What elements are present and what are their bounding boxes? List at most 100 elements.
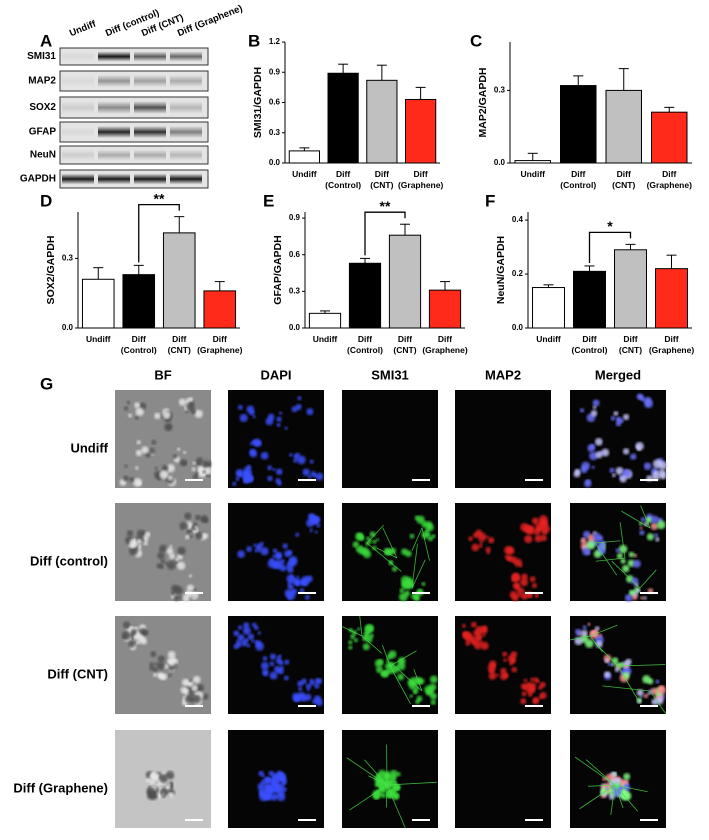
blot-row-label: GAPDH xyxy=(20,174,56,185)
cell-blob xyxy=(188,691,196,699)
bar xyxy=(388,234,422,329)
neurite xyxy=(617,664,666,667)
cell-blob xyxy=(524,534,533,544)
cell-blob xyxy=(160,790,165,795)
cell-blob xyxy=(294,580,300,587)
blot-band xyxy=(170,173,202,185)
cell-blob xyxy=(299,588,305,594)
significance-label: ** xyxy=(154,190,165,206)
cell-blob xyxy=(249,409,255,416)
cell-blob xyxy=(309,459,314,464)
cell-blob xyxy=(188,677,193,683)
panel-label: A xyxy=(40,31,52,50)
bar xyxy=(428,289,462,329)
cell-blob xyxy=(416,679,423,685)
cell-blob xyxy=(130,629,137,636)
y-tick-label: 0.3 xyxy=(269,128,281,137)
neurite xyxy=(349,784,388,811)
cell-blob xyxy=(624,594,633,602)
cell-blob xyxy=(278,775,285,782)
cell-blob xyxy=(267,465,273,471)
micrograph xyxy=(115,730,211,828)
significance-label: ** xyxy=(380,198,391,214)
cell-blob xyxy=(306,408,314,416)
cell-blob xyxy=(306,518,315,528)
cell-blob xyxy=(277,667,284,675)
cell-blob xyxy=(166,547,174,555)
neurite xyxy=(389,665,411,705)
cell-blob xyxy=(573,470,581,478)
cell-blob xyxy=(141,446,149,454)
cell-blob xyxy=(270,793,278,801)
cell-blob xyxy=(607,662,612,667)
cell-blob xyxy=(143,629,149,636)
cell-blob xyxy=(611,473,616,478)
cell-blob xyxy=(166,424,172,430)
cell-blob xyxy=(640,517,646,523)
cell-blob xyxy=(503,658,507,663)
cell-blob xyxy=(622,564,630,573)
cell-blob xyxy=(240,639,248,647)
x-tick-label: Diff (Graphene) xyxy=(197,334,243,355)
cell-blob xyxy=(473,532,479,539)
cell-blob xyxy=(314,683,320,689)
cell-blob xyxy=(503,672,509,679)
significance-label: * xyxy=(607,218,613,234)
cell-blob xyxy=(653,533,659,538)
x-tick-label: Diff (Control) xyxy=(347,334,383,355)
cell-blob xyxy=(591,465,595,469)
y-axis-label: NeuN/GAPDH xyxy=(495,236,507,304)
cell-blob xyxy=(265,778,271,784)
cell-blob xyxy=(166,463,175,473)
cell-blob xyxy=(429,675,438,684)
cell-blob xyxy=(185,535,190,540)
cell-blob xyxy=(168,673,172,677)
neurite xyxy=(411,543,418,589)
cell-blob xyxy=(643,693,649,699)
lane-label: Undiff xyxy=(68,18,98,39)
neurite xyxy=(574,756,616,786)
cell-blob xyxy=(579,408,585,413)
cell-blob xyxy=(178,398,187,406)
cell-blob xyxy=(534,593,539,598)
bar xyxy=(327,72,359,164)
cell-blob xyxy=(650,515,659,524)
micrograph xyxy=(228,390,324,488)
neurite xyxy=(610,784,616,815)
bar xyxy=(348,262,382,329)
cell-blob xyxy=(267,475,273,482)
cell-blob xyxy=(524,525,533,534)
y-tick-label: 0.0 xyxy=(62,323,74,332)
cell-blob xyxy=(254,548,258,553)
cell-blob xyxy=(592,532,601,541)
cell-blob xyxy=(531,517,540,525)
cell-blob xyxy=(643,596,647,600)
cell-blob xyxy=(181,593,191,603)
cell-blob xyxy=(535,679,540,684)
cell-blob xyxy=(272,548,278,554)
cell-blob xyxy=(611,657,619,664)
cell-blob xyxy=(298,686,303,691)
cell-blob xyxy=(463,631,472,640)
neurite xyxy=(614,784,648,793)
cell-blob xyxy=(280,559,285,564)
cell-blob xyxy=(604,658,610,664)
micrograph xyxy=(342,730,438,829)
micrograph xyxy=(342,390,438,488)
cell-blob xyxy=(134,402,141,409)
cell-blob xyxy=(237,550,246,559)
x-tick-label: Diff (Graphene) xyxy=(647,169,693,190)
y-tick-label: 0.9 xyxy=(289,213,301,222)
cell-blob xyxy=(255,642,264,651)
blot-band xyxy=(170,126,202,138)
cell-blob xyxy=(538,685,543,690)
cell-blob xyxy=(128,640,136,648)
cell-blob xyxy=(396,661,406,671)
cell-blob xyxy=(272,467,276,472)
cell-blob xyxy=(188,574,193,578)
blot-band xyxy=(98,149,130,161)
blot-band xyxy=(170,149,202,161)
neurite xyxy=(386,781,437,786)
cell-blob xyxy=(194,514,201,521)
cell-blob xyxy=(294,694,301,701)
